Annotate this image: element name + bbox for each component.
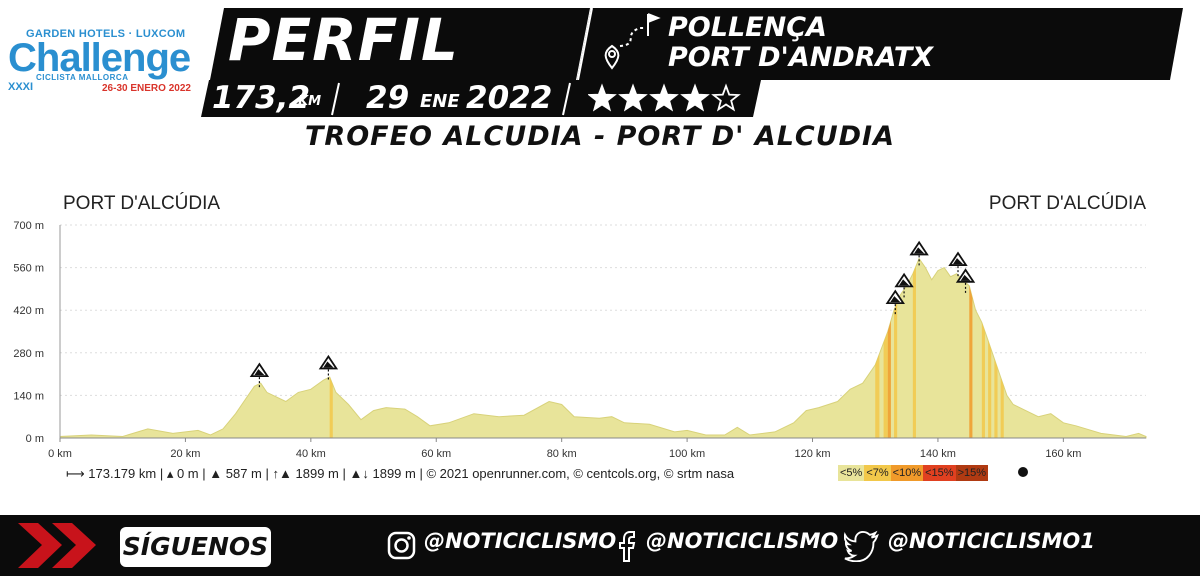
instagram-icon[interactable] bbox=[386, 530, 418, 562]
page-title: PERFIL bbox=[228, 6, 459, 74]
star-empty-icon bbox=[711, 83, 741, 112]
gradient-stripe bbox=[875, 258, 880, 438]
gradient-stripe bbox=[894, 258, 898, 438]
start-location: PORT D'ALCÚDIA bbox=[63, 193, 221, 214]
difficulty-rating bbox=[587, 82, 748, 119]
chevrons-icon bbox=[18, 523, 96, 568]
facebook-handle[interactable]: @NOTICICLISMO bbox=[646, 529, 839, 553]
banner-divider bbox=[577, 7, 593, 81]
gradient-stripe bbox=[1000, 258, 1004, 438]
logo-edition: XXXI bbox=[8, 81, 34, 93]
min-altitude-icon: ▴ bbox=[166, 466, 174, 481]
instagram-handle[interactable]: @NOTICICLISMO bbox=[424, 529, 617, 553]
x-tick-label: 120 km bbox=[794, 448, 830, 460]
route-icon bbox=[604, 13, 661, 70]
climb-marker-icon bbox=[909, 240, 929, 268]
legend-item: <10% bbox=[890, 465, 924, 481]
climb-marker-icon bbox=[955, 268, 976, 295]
map-credits: © 2021 openrunner.com, © centcols.org, ©… bbox=[426, 466, 735, 481]
gradient-stripe bbox=[981, 258, 985, 438]
gradient-stripe bbox=[883, 258, 888, 438]
x-tick-label: 160 km bbox=[1045, 448, 1081, 460]
legend-item: >15% bbox=[955, 465, 989, 481]
legend-item: <15% bbox=[923, 465, 956, 481]
gradient-stripe bbox=[969, 258, 973, 438]
x-tick-label: 60 km bbox=[421, 448, 451, 460]
ascent-icon: ↑▲ bbox=[272, 466, 292, 481]
twitter-handle[interactable]: @NOTICICLISMO1 bbox=[888, 529, 1095, 553]
climb-marker-icon bbox=[885, 289, 905, 317]
follow-us-label: SÍGUENOS bbox=[122, 532, 269, 561]
climb-marker-icon bbox=[249, 362, 270, 390]
logo-title: Challenge bbox=[8, 36, 191, 80]
x-tick-label: 140 km bbox=[920, 448, 956, 460]
descent-icon: ▲↓ bbox=[349, 466, 369, 481]
route-banner bbox=[577, 8, 1183, 80]
twitter-icon[interactable] bbox=[844, 530, 882, 562]
profile-stats: ⟼ 173.179 km | ▴ 0 m | ▲ 587 m | ↑▲ 1899… bbox=[66, 466, 735, 481]
stage-distance: 173,2 bbox=[212, 80, 311, 116]
stage-year: 2022 bbox=[466, 80, 553, 116]
logo-subtitle: CICLISTA MALLORCA bbox=[36, 73, 129, 82]
end-location: PORT D'ALCÚDIA bbox=[988, 193, 1146, 214]
gradient-stripe bbox=[912, 258, 916, 438]
stage-title: TROFEO ALCUDIA - PORT D' ALCUDIA bbox=[304, 121, 895, 152]
x-tick-label: 40 km bbox=[296, 448, 326, 460]
stat-min-alt: 0 m bbox=[176, 466, 199, 481]
logo-sponsor: GARDEN HOTELS · LUXCOM bbox=[26, 28, 186, 40]
route-end: PORT D'ANDRATX bbox=[668, 42, 934, 73]
event-logo: GARDEN HOTELS · LUXCOM Challenge CICLIST… bbox=[6, 28, 196, 98]
stat-descent: 1899 m bbox=[372, 466, 416, 481]
header-banners bbox=[201, 7, 1183, 117]
gradient-stripe bbox=[994, 258, 998, 438]
facebook-icon[interactable] bbox=[616, 530, 638, 562]
climb-marker-icon bbox=[894, 272, 914, 300]
difficulty-stars bbox=[587, 83, 741, 112]
stat-max-alt: 587 m bbox=[225, 466, 262, 481]
x-tick-label: 100 km bbox=[669, 448, 705, 460]
y-tick-label: 280 m bbox=[13, 348, 44, 360]
star-filled-icon bbox=[618, 83, 648, 112]
route-start: POLLENÇA bbox=[668, 12, 827, 43]
follow-us-badge: SÍGUENOS bbox=[120, 527, 271, 567]
legend-item: <5% bbox=[838, 465, 865, 481]
gradient-stripe bbox=[887, 258, 891, 438]
y-tick-label: 140 m bbox=[13, 390, 44, 402]
stage-day: 29 bbox=[366, 80, 410, 116]
logo-dates: 26-30 ENERO 2022 bbox=[102, 83, 191, 94]
max-altitude-icon: ▲ bbox=[209, 466, 223, 481]
x-tick-label: 80 km bbox=[547, 448, 577, 460]
stat-ascent: 1899 m bbox=[295, 466, 339, 481]
y-tick-label: 0 m bbox=[26, 433, 44, 445]
legend-dot bbox=[1018, 467, 1028, 477]
star-filled-icon bbox=[587, 83, 617, 112]
gradient-stripe bbox=[329, 258, 333, 438]
y-tick-label: 700 m bbox=[13, 220, 44, 232]
star-filled-icon bbox=[680, 83, 710, 112]
y-tick-label: 420 m bbox=[13, 305, 44, 317]
gradient-legend: <5% <7% <10% <15% >15% bbox=[838, 465, 989, 481]
y-tick-label: 560 m bbox=[13, 263, 44, 275]
x-tick-label: 20 km bbox=[170, 448, 200, 460]
elevation-profile-chart: 0 m 140 m 280 m 420 m 560 m 700 m 0 km 20 km 40 … bbox=[13, 220, 1147, 460]
stage-distance-unit: KM bbox=[298, 94, 322, 109]
star-filled-icon bbox=[649, 83, 679, 112]
stats-banner bbox=[201, 80, 761, 117]
title-banner bbox=[210, 8, 590, 80]
legend-item: <7% bbox=[864, 465, 891, 481]
climb-marker-icon bbox=[318, 354, 339, 382]
gradient-stripe bbox=[988, 258, 992, 438]
stage-month: ENE bbox=[420, 91, 460, 112]
distance-icon: ⟼ bbox=[66, 466, 85, 481]
stat-distance: 173.179 km bbox=[88, 466, 157, 481]
x-tick-label: 0 km bbox=[48, 448, 72, 460]
stats-divider-1 bbox=[331, 82, 340, 116]
stats-divider-2 bbox=[562, 82, 571, 116]
